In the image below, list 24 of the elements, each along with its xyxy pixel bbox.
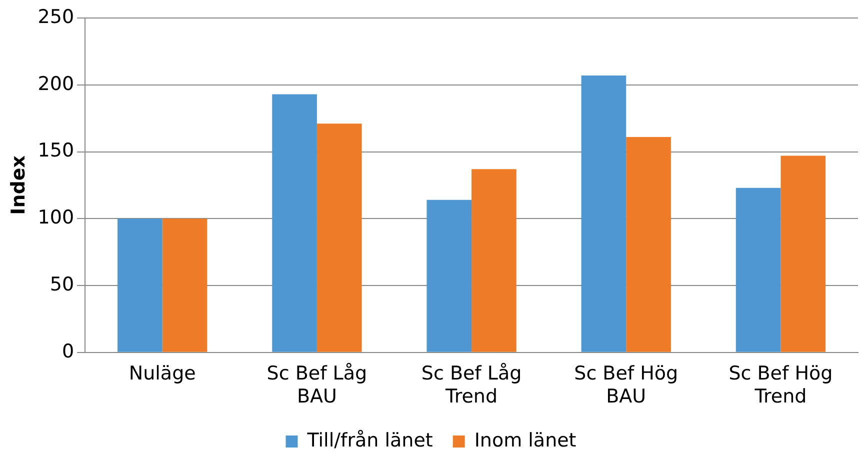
legend-label: Till/från länet: [306, 429, 433, 452]
legend-label: Inom länet: [474, 429, 576, 452]
bar: [426, 200, 472, 352]
y-tick-label: 150: [38, 140, 74, 162]
bar: [316, 124, 362, 352]
bar: [581, 76, 626, 352]
y-tick-label: 100: [38, 206, 74, 229]
x-tick-label: Nuläge: [128, 362, 196, 385]
bar: [626, 137, 671, 352]
bar: [162, 218, 208, 352]
y-tick-label: 50: [50, 273, 74, 296]
bar: [272, 94, 317, 352]
y-tick-label: 250: [38, 6, 74, 28]
bar: [736, 188, 781, 352]
y-tick-label: 0: [62, 340, 74, 362]
bar: [780, 156, 826, 352]
x-tick-label: Sc Bef Hög BAU: [574, 362, 678, 408]
bar: [472, 169, 516, 352]
y-tick-label: 200: [38, 72, 74, 95]
x-tick-label: Sc Bef Låg Trend: [421, 362, 522, 408]
x-tick-label: Sc Bef Låg BAU: [266, 362, 368, 408]
bar: [118, 218, 162, 352]
y-axis-title: Index: [7, 156, 30, 215]
x-tick-label: Sc Bef Hög Trend: [728, 362, 833, 408]
